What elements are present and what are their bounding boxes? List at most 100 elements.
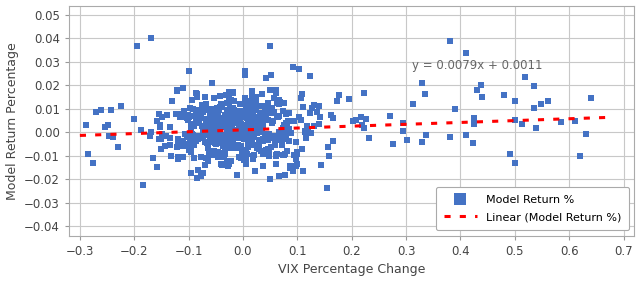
Point [183, 113, 193, 117]
Point [216, 162, 226, 166]
Point [260, 132, 270, 136]
Point [230, 121, 241, 126]
Point [210, 114, 220, 119]
Point [186, 141, 196, 145]
Point [164, 143, 175, 147]
Point [212, 131, 223, 136]
Point [207, 116, 218, 121]
Point [261, 148, 271, 152]
Point [208, 110, 218, 114]
Point [186, 114, 196, 118]
Point [227, 146, 237, 151]
Point [186, 149, 196, 154]
Point [269, 137, 280, 142]
Point [256, 138, 266, 142]
Point [214, 133, 224, 138]
Point [279, 123, 289, 127]
Point [556, 120, 566, 125]
Point [221, 114, 232, 118]
Point [280, 134, 291, 139]
Point [291, 164, 301, 169]
Point [103, 123, 113, 127]
Point [214, 127, 224, 131]
Point [228, 127, 238, 132]
Point [575, 154, 585, 158]
Point [176, 143, 186, 147]
Point [219, 155, 229, 159]
Point [229, 118, 239, 122]
Point [334, 93, 344, 98]
Point [229, 133, 239, 138]
Point [250, 133, 260, 138]
Point [269, 110, 279, 114]
Point [241, 116, 252, 120]
Point [247, 119, 257, 123]
Point [287, 169, 298, 173]
Point [202, 140, 212, 145]
Point [242, 123, 252, 127]
Point [191, 120, 202, 125]
Point [108, 134, 118, 139]
Point [239, 129, 249, 133]
Point [218, 116, 228, 120]
Point [223, 118, 233, 123]
Point [536, 102, 547, 106]
Point [348, 119, 358, 124]
Point [274, 114, 284, 118]
Point [182, 135, 192, 139]
Point [328, 138, 338, 143]
Point [278, 126, 288, 131]
Point [204, 129, 214, 133]
Point [248, 142, 259, 147]
Point [247, 114, 257, 118]
Point [214, 120, 224, 124]
Point [177, 85, 188, 90]
Point [217, 163, 227, 167]
Point [285, 131, 296, 135]
Point [289, 119, 299, 123]
Point [224, 94, 234, 99]
Point [207, 124, 218, 128]
Point [357, 123, 367, 127]
Point [248, 118, 259, 123]
Point [270, 134, 280, 139]
Point [182, 115, 193, 120]
Point [180, 144, 190, 148]
Point [226, 123, 236, 127]
Point [280, 111, 291, 116]
Point [200, 95, 210, 100]
Point [245, 119, 255, 124]
Point [265, 88, 275, 92]
Point [227, 112, 237, 117]
Point [220, 149, 230, 153]
Point [255, 120, 265, 125]
Point [276, 138, 286, 143]
Point [285, 166, 296, 170]
Point [529, 106, 539, 110]
Point [509, 161, 520, 165]
Point [236, 130, 246, 134]
Point [209, 127, 219, 131]
Point [253, 139, 264, 144]
Point [252, 131, 262, 135]
Point [476, 83, 486, 87]
Point [303, 129, 313, 133]
Point [237, 149, 247, 154]
Point [272, 100, 282, 105]
Point [201, 129, 211, 133]
Point [197, 129, 207, 133]
Point [192, 176, 202, 181]
Point [207, 124, 217, 128]
Point [235, 120, 245, 124]
Point [246, 122, 257, 127]
Point [356, 114, 366, 119]
Point [212, 129, 223, 134]
Point [205, 130, 216, 134]
Point [152, 165, 162, 170]
Point [204, 139, 214, 144]
Point [152, 118, 163, 123]
Point [314, 103, 324, 108]
Point [231, 109, 241, 114]
Point [237, 134, 247, 138]
Point [285, 164, 295, 168]
